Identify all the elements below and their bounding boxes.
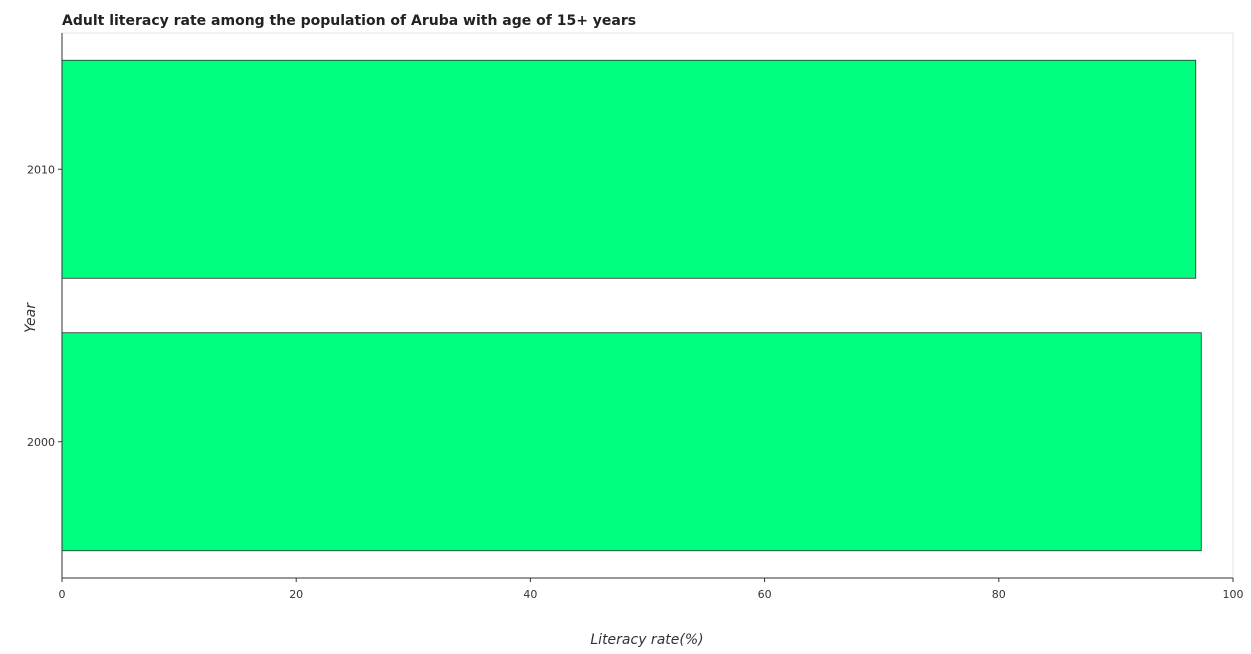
y-tick-label-2010: 2010 xyxy=(27,163,55,176)
x-tick-label-60: 60 xyxy=(758,588,772,601)
plot-area: 2000 2010 0 20 40 60 80 100 xyxy=(27,32,1244,601)
y-axis-label: Year xyxy=(23,302,39,333)
chart-title: Adult literacy rate among the population… xyxy=(62,13,636,29)
bar-2010 xyxy=(61,59,1197,279)
x-axis-label: Literacy rate(%) xyxy=(590,632,703,648)
y-tick-label-2000: 2000 xyxy=(27,436,55,449)
x-tick-label-40: 40 xyxy=(523,588,537,601)
x-tick-label-20: 20 xyxy=(289,588,303,601)
x-tick-label-80: 80 xyxy=(992,588,1006,601)
x-tick-label-0: 0 xyxy=(59,588,66,601)
x-tick-label-100: 100 xyxy=(1223,588,1244,601)
bar-2000 xyxy=(61,332,1202,552)
